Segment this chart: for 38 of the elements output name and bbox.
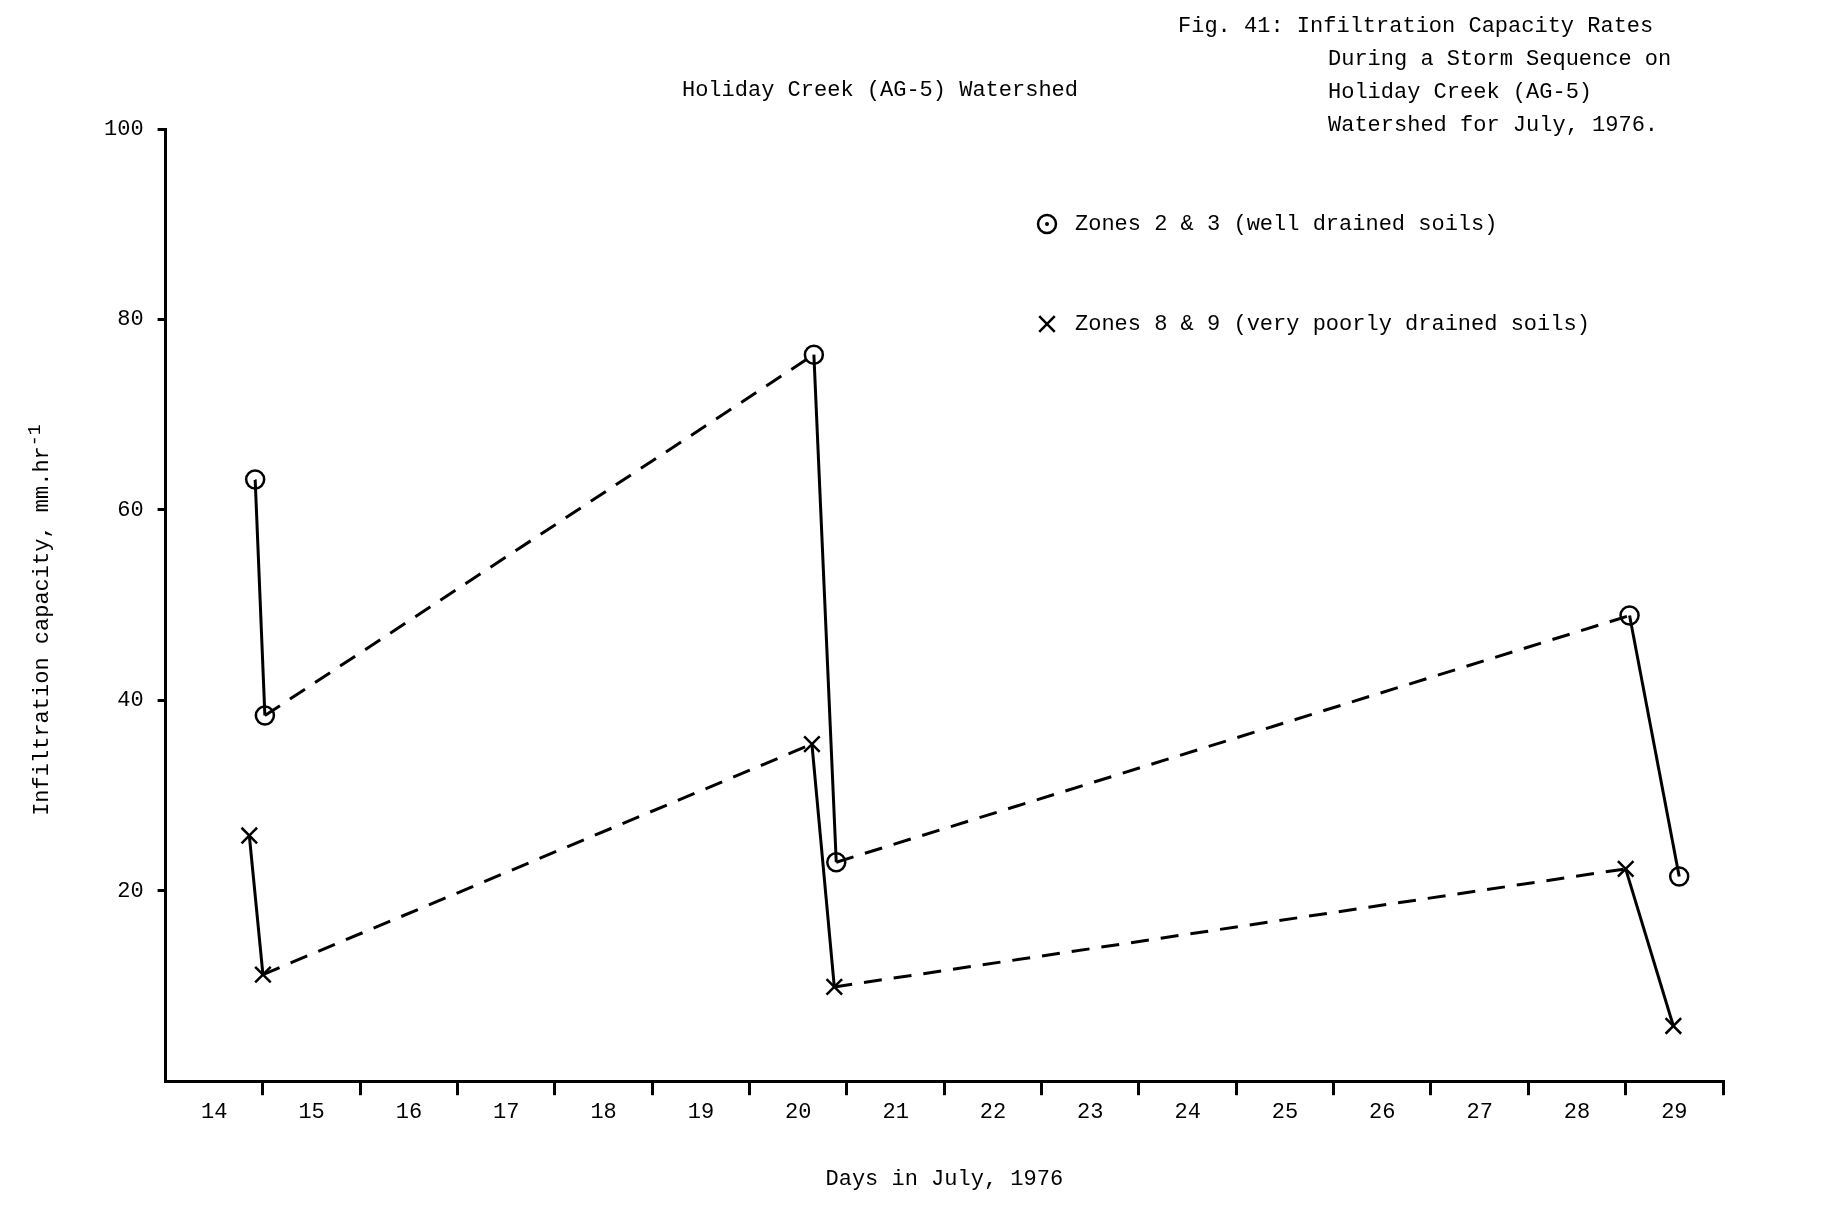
point bbox=[1668, 866, 1690, 887]
x-tick-label: 14 bbox=[201, 1100, 228, 1126]
y-tick-label: 100 bbox=[104, 116, 144, 142]
x-axis-title: Days in July, 1976 bbox=[825, 1166, 1064, 1192]
y-tick-label: 60 bbox=[117, 497, 144, 523]
x-tick-label: 16 bbox=[395, 1100, 423, 1126]
x-tick-label: 23 bbox=[1077, 1100, 1104, 1126]
x-tick-label: 28 bbox=[1563, 1100, 1591, 1126]
point bbox=[826, 851, 847, 873]
point bbox=[1619, 605, 1640, 626]
x-tick-label: 22 bbox=[979, 1100, 1007, 1126]
point bbox=[254, 705, 276, 726]
point bbox=[253, 965, 272, 984]
x-tick-label: 21 bbox=[882, 1100, 909, 1126]
x-tick-label: 25 bbox=[1271, 1100, 1299, 1126]
x-tick-label: 24 bbox=[1174, 1100, 1201, 1126]
x-tick-label: 15 bbox=[298, 1100, 325, 1126]
point bbox=[244, 469, 266, 490]
point bbox=[802, 735, 821, 754]
point bbox=[803, 344, 825, 365]
point bbox=[825, 977, 844, 996]
legend-label: Zones 8 & 9 (very poorly drained soils) bbox=[1075, 311, 1590, 337]
x-tick-label: 29 bbox=[1661, 1100, 1688, 1126]
x-tick-label: 17 bbox=[493, 1100, 520, 1126]
point bbox=[1616, 859, 1635, 878]
legend-label: Zones 2 & 3 (well drained soils) bbox=[1075, 211, 1498, 237]
y-tick-label: 80 bbox=[117, 307, 144, 333]
y-tick-label: 20 bbox=[117, 878, 144, 904]
annotation: Fig. 41: Infiltration Capacity Rates During a Storm Sequence on Holiday Creek (AG-5) Watershed for July, 1976. bbox=[1178, 13, 1673, 140]
point bbox=[240, 826, 259, 845]
x-tick-label: 20 bbox=[785, 1100, 812, 1126]
y-tick-label: 40 bbox=[117, 688, 144, 714]
x-tick-label: 19 bbox=[687, 1100, 715, 1126]
x-tick-label: 26 bbox=[1369, 1100, 1396, 1126]
chart-title: Holiday Creek (AG-5) Watershed bbox=[680, 78, 1080, 103]
x-tick-label: 18 bbox=[590, 1100, 617, 1126]
point bbox=[1664, 1016, 1683, 1035]
x-tick-label: 27 bbox=[1466, 1100, 1493, 1126]
